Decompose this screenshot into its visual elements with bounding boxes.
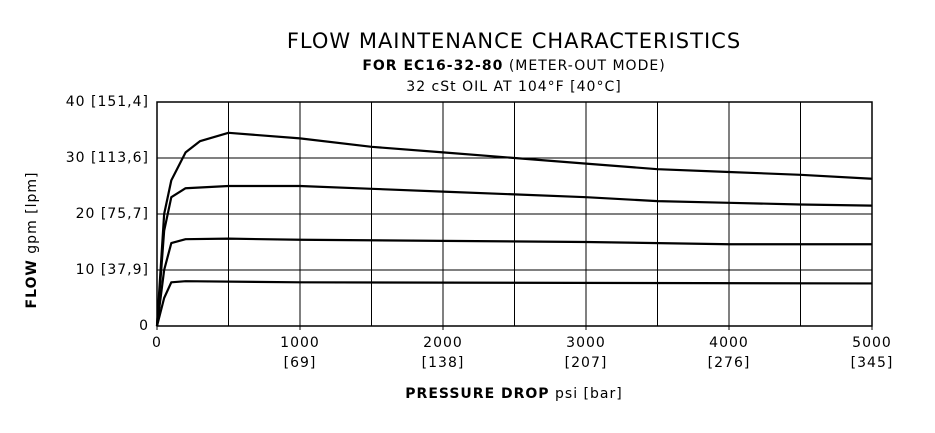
- y-label-rest: gpm [lpm]: [24, 172, 40, 254]
- y-tick-label: 10 [37,9]: [76, 262, 149, 278]
- x-tick-label: 4000 [276]: [707, 335, 751, 371]
- flow-curve: [155, 184, 873, 327]
- x-tick-label: 5000 [345]: [850, 335, 894, 371]
- flow-curve: [155, 280, 873, 327]
- x-axis-label: PRESSURE DROP psi [bar]: [405, 386, 622, 402]
- x-tick-label: 3000 [207]: [564, 335, 608, 371]
- subtitle-bold: FOR EC16-32-80: [362, 58, 503, 74]
- y-tick-label: 20 [75,7]: [76, 206, 149, 222]
- chart-title: FLOW MAINTENANCE CHARACTERISTICS: [287, 29, 741, 53]
- subtitle-rest: (METER-OUT MODE): [509, 58, 666, 74]
- flow-curve: [155, 131, 873, 327]
- subtitle: FOR EC16-32-80 (METER-OUT MODE): [362, 58, 665, 74]
- y-tick-label: 0: [139, 318, 149, 334]
- subtitle-2: 32 cSt OIL AT 104°F [40°C]: [406, 79, 621, 95]
- y-tick-label: 40 [151,4]: [66, 94, 149, 110]
- y-tick-label: 30 [113,6]: [66, 150, 149, 166]
- x-tick-label: 1000 [69]: [280, 335, 320, 371]
- x-tick-label: 2000 [138]: [421, 335, 465, 371]
- flow-curve: [155, 237, 872, 327]
- x-label-bold: PRESSURE DROP: [405, 386, 549, 402]
- x-label-rest: psi [bar]: [555, 386, 623, 402]
- y-label-bold: FLOW: [24, 259, 40, 308]
- y-axis-label: FLOW gpm [lpm]: [24, 172, 40, 309]
- x-tick-label: 0: [152, 335, 162, 351]
- plot-frame: [156, 101, 873, 327]
